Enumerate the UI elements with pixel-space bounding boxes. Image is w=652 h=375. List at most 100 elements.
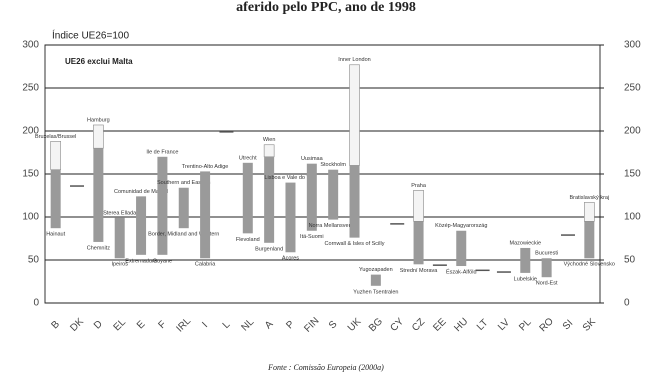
region-high-label: Mazowieckie	[510, 240, 541, 246]
x-tick-label: D	[92, 319, 105, 332]
region-low-label: Border, Midland and Western	[148, 232, 219, 238]
x-tick-label: IRL	[174, 315, 193, 334]
range-bar	[520, 247, 531, 273]
x-tick-label: B	[50, 319, 63, 332]
region-low-label: Hainaut	[46, 232, 65, 238]
region-low-label: Flevoland	[236, 237, 260, 243]
region-low-label: Lubelskie	[514, 276, 537, 282]
range-bar	[178, 187, 189, 229]
region-low-label: Açores	[282, 256, 299, 262]
range-upper	[93, 124, 104, 149]
y2-tick-label: 300	[624, 40, 641, 51]
range-lower	[413, 221, 424, 265]
region-low-label: Burgenland	[255, 246, 283, 252]
y2-tick-label: 200	[624, 126, 641, 137]
range-bar	[242, 162, 253, 234]
x-tick-label: A	[263, 319, 276, 332]
region-low-label: Calabria	[195, 262, 216, 268]
region-high-label: Utrecht	[239, 155, 257, 161]
region-high-label: Southern and Eastern	[157, 180, 211, 186]
region-high-label: Inner London	[338, 57, 370, 63]
y-axis-label: Índice UE26=100	[52, 29, 129, 42]
range-lower	[264, 156, 275, 243]
region-high-label: Uusimaa	[301, 156, 324, 162]
range-upper	[50, 141, 61, 171]
region-high-label: Comunidad de Madrid	[114, 189, 168, 195]
region-low-label: Ipeiros	[111, 262, 128, 268]
range-bar	[370, 274, 381, 286]
range-lower	[349, 165, 360, 238]
x-tick-label: SK	[581, 316, 598, 333]
y-tick-label: 100	[22, 212, 39, 223]
range-bar	[541, 258, 552, 278]
x-tick-label: L	[221, 319, 233, 331]
region-low-label: Nord-Est	[536, 281, 558, 287]
note: UE26 exclui Malta	[65, 57, 133, 66]
region-high-label: Ile de France	[146, 149, 178, 155]
range-upper	[584, 202, 595, 222]
region-low-label: Itä-Suomi	[300, 234, 324, 240]
range-upper	[349, 64, 360, 166]
y2-tick-label: 150	[624, 169, 641, 180]
region-high-label: Bratislavský kraj	[569, 195, 609, 201]
source: Fonte : Comissão Europeia (2000a)	[267, 363, 384, 372]
x-tick-label: SI	[561, 318, 575, 332]
region-high-label: Yugozapaden	[359, 267, 393, 273]
y-tick-label: 200	[22, 126, 39, 137]
y-tick-label: 50	[28, 255, 40, 266]
region-low-label: Észak-Alföld	[446, 268, 477, 275]
y2-tick-label: 0	[624, 298, 630, 309]
region-high-label: Bruxelas/Brussel	[35, 134, 76, 140]
region-high-label: Hamburg	[87, 117, 110, 123]
range-upper	[263, 144, 275, 158]
region-low-label: Guyane	[153, 258, 172, 264]
x-tick-label: S	[327, 319, 340, 332]
region-low-label: Yuzhen Tsentralen	[353, 289, 398, 295]
range-bar	[456, 230, 467, 267]
x-tick-label: PL	[517, 317, 534, 334]
range-bar	[328, 169, 339, 220]
x-tick-label: FIN	[302, 316, 321, 335]
region-high-label: Wien	[263, 137, 276, 143]
region-high-label: Praha	[411, 183, 427, 189]
range-bar	[285, 182, 296, 253]
x-tick-label: NL	[239, 316, 256, 333]
range-bar	[114, 217, 125, 259]
region-low-label: Chemnitz	[87, 245, 110, 251]
range-bar	[306, 163, 317, 231]
x-tick-label: LV	[496, 317, 512, 333]
x-tick-label: E	[135, 319, 148, 332]
region-high-label: Sterea Ellada	[103, 210, 137, 216]
y-tick-label: 250	[22, 83, 39, 94]
x-tick-label: P	[284, 319, 297, 332]
x-tick-label: CY	[389, 316, 407, 334]
region-high-label: Stockholm	[320, 162, 346, 168]
chart-title: aferido pelo PPC, ano de 1998	[236, 0, 416, 15]
x-tick-label: RO	[538, 316, 557, 335]
x-tick-label: BG	[367, 316, 385, 334]
range-upper	[413, 190, 424, 222]
x-tick-label: UK	[346, 316, 364, 334]
region-low-label: Východné Slovensko	[564, 262, 615, 268]
region-high-label: Trentino-Alto Adige	[182, 164, 229, 170]
region-low-label: Norra Mellansverige	[309, 223, 358, 229]
x-tick-label: EL	[112, 317, 129, 334]
x-tick-label: I	[200, 320, 210, 330]
y-tick-label: 150	[22, 169, 39, 180]
region-high-label: Lisboa e Vale do Tejo	[264, 175, 316, 181]
range-lower	[584, 221, 595, 259]
x-tick-label: HU	[452, 316, 470, 334]
range-lower	[93, 148, 104, 242]
region-low-label: Extremadura	[125, 258, 157, 264]
range-lower	[50, 169, 61, 229]
range-bar	[136, 196, 147, 255]
range-bar	[157, 156, 168, 255]
x-tick-label: LT	[475, 317, 491, 333]
y-tick-label: 300	[22, 40, 39, 51]
region-high-label: Közép-Magyarország	[435, 223, 487, 229]
x-tick-label: CZ	[410, 316, 427, 333]
y2-tick-label: 100	[624, 212, 641, 223]
x-tick-label: EE	[431, 316, 448, 333]
x-tick-label: DK	[68, 316, 86, 334]
